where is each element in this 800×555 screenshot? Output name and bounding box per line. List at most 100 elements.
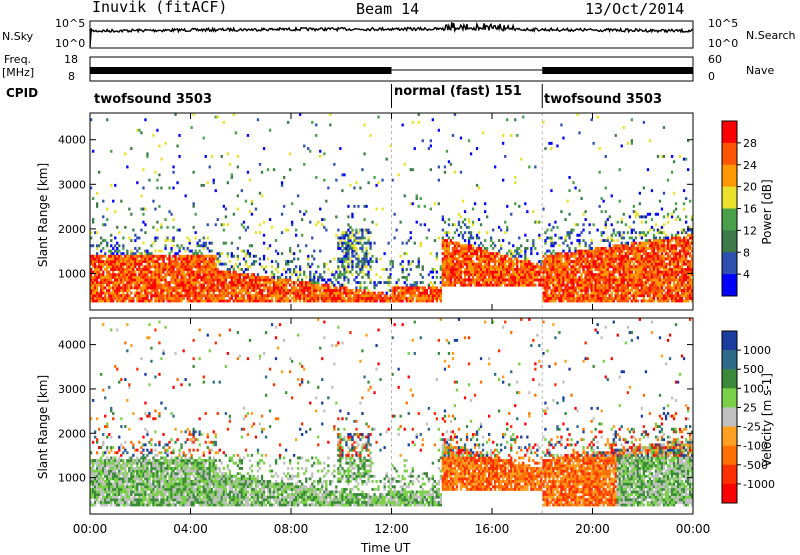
heat-cell xyxy=(126,252,128,255)
heat-cell xyxy=(229,286,231,289)
heat-cell xyxy=(313,297,315,300)
heat-cell xyxy=(568,263,570,266)
heat-cell xyxy=(548,237,550,240)
heat-cell xyxy=(651,247,653,250)
heat-cell xyxy=(635,237,637,240)
heat-cell xyxy=(124,289,126,292)
heat-cell xyxy=(478,244,480,247)
heat-cell xyxy=(347,234,349,237)
heat-cell xyxy=(673,284,675,287)
heat-cell xyxy=(323,271,325,274)
heat-cell xyxy=(472,221,474,224)
heat-cell xyxy=(207,181,209,184)
heat-cell xyxy=(138,271,140,274)
heat-cell xyxy=(418,121,420,124)
heat-cell xyxy=(205,300,207,303)
heat-cell xyxy=(353,255,355,258)
heat-cell xyxy=(585,297,587,300)
heat-cell xyxy=(239,276,241,279)
heat-cell xyxy=(323,152,325,155)
heat-cell xyxy=(369,300,371,303)
heat-cell xyxy=(279,294,281,297)
heat-cell xyxy=(402,276,404,279)
heat-cell xyxy=(201,279,203,282)
heat-cell xyxy=(424,297,426,300)
heat-cell xyxy=(193,281,195,284)
heat-cell xyxy=(136,129,138,132)
heat-cell xyxy=(166,297,168,300)
heat-cell xyxy=(361,263,363,266)
heat-cell xyxy=(102,297,104,300)
heat-cell xyxy=(639,276,641,279)
heat-cell xyxy=(663,260,665,263)
heat-cell xyxy=(313,273,315,276)
heat-cell xyxy=(187,297,189,300)
heat-cell xyxy=(211,265,213,268)
heat-cell xyxy=(207,279,209,282)
heat-cell xyxy=(498,273,500,276)
heat-cell xyxy=(126,268,128,271)
heat-cell xyxy=(442,268,444,271)
heat-cell xyxy=(597,284,599,287)
heat-cell xyxy=(213,300,215,303)
heat-cell xyxy=(221,300,223,303)
heat-cell xyxy=(576,252,578,255)
heat-cell xyxy=(183,294,185,297)
heat-cell xyxy=(472,271,474,274)
heat-cell xyxy=(617,255,619,258)
heat-cell xyxy=(432,292,434,295)
heat-cell xyxy=(609,271,611,274)
heat-cell xyxy=(665,271,667,274)
heat-cell xyxy=(253,297,255,300)
heat-cell xyxy=(223,229,225,232)
heat-cell xyxy=(675,292,677,295)
heat-cell xyxy=(295,297,297,300)
heat-cell xyxy=(98,297,100,300)
heat-cell xyxy=(663,276,665,279)
heat-cell xyxy=(263,297,265,300)
heat-cell xyxy=(94,294,96,297)
heat-cell xyxy=(661,244,663,247)
heat-cell xyxy=(492,255,494,258)
heat-cell xyxy=(554,260,556,263)
heat-cell xyxy=(597,281,599,284)
heat-cell xyxy=(394,294,396,297)
heat-cell xyxy=(562,242,564,245)
heat-cell xyxy=(189,265,191,268)
heat-cell xyxy=(317,221,319,224)
heat-cell xyxy=(142,268,144,271)
heat-cell xyxy=(649,300,651,303)
heat-cell xyxy=(478,255,480,258)
heat-cell xyxy=(386,268,388,271)
heat-cell xyxy=(661,265,663,268)
heat-cell xyxy=(657,297,659,300)
heat-cell xyxy=(514,258,516,261)
heat-cell xyxy=(172,271,174,274)
heat-cell xyxy=(142,281,144,284)
heat-cell xyxy=(225,273,227,276)
heat-cell xyxy=(170,273,172,276)
heat-cell xyxy=(152,263,154,266)
heat-cell xyxy=(609,286,611,289)
heat-cell xyxy=(128,289,130,292)
heat-cell xyxy=(516,260,518,263)
heat-cell xyxy=(550,258,552,261)
heat-cell xyxy=(299,284,301,287)
heat-cell xyxy=(291,252,293,255)
heat-cell xyxy=(134,276,136,279)
heat-cell xyxy=(142,276,144,279)
heat-cell xyxy=(299,292,301,295)
heat-cell xyxy=(629,279,631,282)
heat-cell xyxy=(203,292,205,295)
heat-cell xyxy=(154,250,156,253)
heat-cell xyxy=(552,244,554,247)
heat-cell xyxy=(168,260,170,263)
heat-cell xyxy=(132,260,134,263)
heat-cell xyxy=(641,244,643,247)
heat-cell xyxy=(480,258,482,261)
heat-cell xyxy=(277,292,279,295)
heat-cell xyxy=(293,286,295,289)
heat-cell xyxy=(605,187,607,190)
heat-cell xyxy=(253,289,255,292)
heat-cell xyxy=(223,263,225,266)
